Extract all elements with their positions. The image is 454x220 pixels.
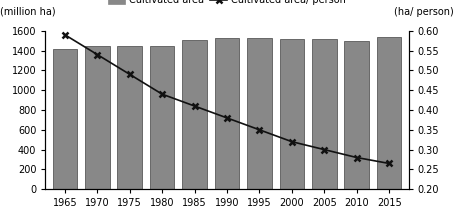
Bar xyxy=(247,38,272,189)
Bar xyxy=(182,40,207,189)
Bar xyxy=(85,46,109,189)
Text: (ha/ person): (ha/ person) xyxy=(394,7,454,16)
Text: (million ha): (million ha) xyxy=(0,7,56,16)
Bar xyxy=(377,37,401,189)
Bar xyxy=(215,38,239,189)
Bar xyxy=(312,39,336,189)
Bar xyxy=(150,46,174,189)
Bar xyxy=(53,49,77,189)
Bar xyxy=(118,46,142,189)
Legend: Cultivated area, Cultivated area/ person: Cultivated area, Cultivated area/ person xyxy=(104,0,350,9)
Bar xyxy=(280,39,304,189)
Bar xyxy=(345,41,369,189)
